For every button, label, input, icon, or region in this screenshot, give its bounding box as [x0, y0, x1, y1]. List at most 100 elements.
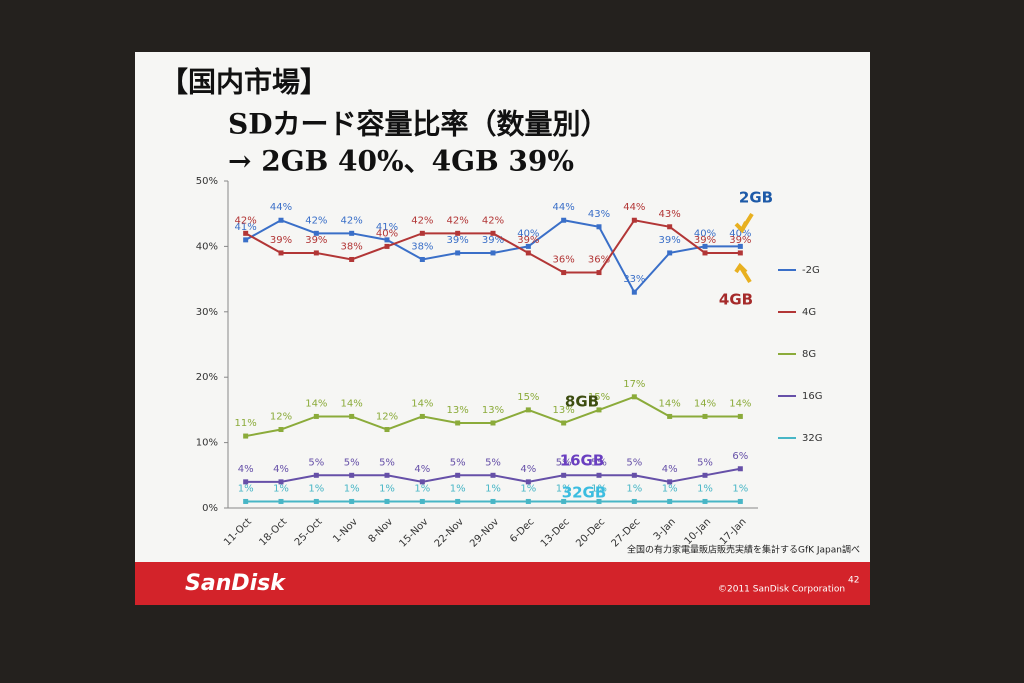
- data-label: 4%: [273, 464, 289, 475]
- y-tick-label: 0%: [202, 503, 218, 514]
- data-label: 42%: [482, 215, 504, 226]
- y-tick-label: 50%: [196, 176, 218, 187]
- point: [384, 472, 390, 478]
- point: [349, 230, 355, 236]
- data-label: 5%: [626, 457, 642, 468]
- point: [384, 427, 390, 433]
- point: [313, 250, 319, 256]
- point: [737, 498, 743, 504]
- data-label: 39%: [694, 235, 716, 246]
- data-label: 42%: [235, 215, 257, 226]
- point: [455, 420, 461, 426]
- point: [419, 413, 425, 419]
- point: [349, 498, 355, 504]
- point: [561, 270, 567, 276]
- point: [384, 243, 390, 249]
- point: [278, 498, 284, 504]
- point: [243, 433, 249, 439]
- data-label: 43%: [659, 209, 681, 220]
- y-tick-label: 40%: [196, 241, 218, 252]
- point: [561, 498, 567, 504]
- data-label: 1%: [485, 483, 501, 494]
- data-label: 1%: [379, 483, 395, 494]
- data-label: 39%: [270, 235, 292, 246]
- data-label: 40%: [729, 228, 751, 239]
- logo: SanDisk: [185, 571, 286, 596]
- data-label: 39%: [659, 235, 681, 246]
- data-label: 14%: [305, 398, 327, 409]
- data-label: 1%: [591, 483, 607, 494]
- point: [702, 243, 708, 249]
- point: [278, 479, 284, 485]
- data-label: 1%: [273, 483, 289, 494]
- data-label: 1%: [520, 483, 536, 494]
- title-line: SDカード容量比率（数量別）: [228, 108, 609, 141]
- data-label: 14%: [729, 398, 751, 409]
- data-label: 5%: [450, 457, 466, 468]
- legend-label: -2G: [802, 265, 820, 276]
- annotation: 8GB: [565, 393, 599, 411]
- point: [596, 407, 602, 413]
- point: [561, 472, 567, 478]
- data-label: 14%: [341, 398, 363, 409]
- point: [419, 256, 425, 262]
- data-label: 5%: [344, 457, 360, 468]
- data-label: 1%: [238, 483, 254, 494]
- point: [525, 407, 531, 413]
- point: [667, 479, 673, 485]
- point: [455, 230, 461, 236]
- point: [737, 243, 743, 249]
- source-note: 全国の有力家電量販店販売実績を集計するGfK Japan調べ: [627, 544, 860, 556]
- point: [243, 230, 249, 236]
- arrow: [734, 262, 752, 284]
- data-label: 1%: [450, 483, 466, 494]
- data-label: 39%: [482, 235, 504, 246]
- point: [667, 498, 673, 504]
- data-label: 14%: [411, 398, 433, 409]
- point: [667, 413, 673, 419]
- point: [313, 230, 319, 236]
- data-label: 13%: [553, 405, 575, 416]
- data-label: 1%: [626, 483, 642, 494]
- point: [384, 498, 390, 504]
- data-label: 44%: [553, 202, 575, 213]
- annotation: 16GB: [560, 452, 605, 470]
- data-label: 42%: [305, 215, 327, 226]
- point: [737, 466, 743, 472]
- point: [419, 479, 425, 485]
- slide: [135, 52, 870, 605]
- data-label: 12%: [270, 412, 292, 423]
- legend-label: 4G: [802, 307, 816, 318]
- data-label: 14%: [694, 398, 716, 409]
- arrow: [734, 212, 754, 234]
- data-label: 1%: [662, 483, 678, 494]
- data-label: 39%: [517, 235, 539, 246]
- point: [525, 243, 531, 249]
- point: [419, 498, 425, 504]
- data-label: 1%: [556, 483, 572, 494]
- data-label: 33%: [623, 274, 645, 285]
- data-label: 40%: [376, 228, 398, 239]
- point: [490, 472, 496, 478]
- point: [384, 237, 390, 243]
- point: [596, 224, 602, 230]
- point: [525, 250, 531, 256]
- data-label: 42%: [341, 215, 363, 226]
- data-label: 41%: [235, 222, 257, 233]
- copyright: ©2011 SanDisk Corporation: [718, 585, 845, 595]
- point: [737, 250, 743, 256]
- data-label: 39%: [729, 235, 751, 246]
- point: [490, 420, 496, 426]
- point: [737, 413, 743, 419]
- data-label: 41%: [376, 222, 398, 233]
- point: [631, 217, 637, 223]
- data-label: 13%: [447, 405, 469, 416]
- point: [596, 472, 602, 478]
- point: [631, 472, 637, 478]
- y-tick-label: 30%: [196, 307, 218, 318]
- data-label: 39%: [447, 235, 469, 246]
- data-label: 5%: [379, 457, 395, 468]
- data-label: 14%: [659, 398, 681, 409]
- point: [313, 413, 319, 419]
